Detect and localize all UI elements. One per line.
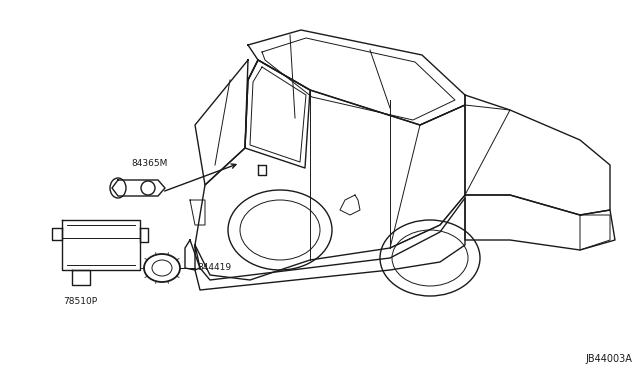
Text: JB44003A: JB44003A	[585, 354, 632, 364]
Text: 78510P: 78510P	[63, 297, 97, 306]
Text: 844419: 844419	[197, 263, 231, 273]
Text: 84365M: 84365M	[132, 159, 168, 168]
